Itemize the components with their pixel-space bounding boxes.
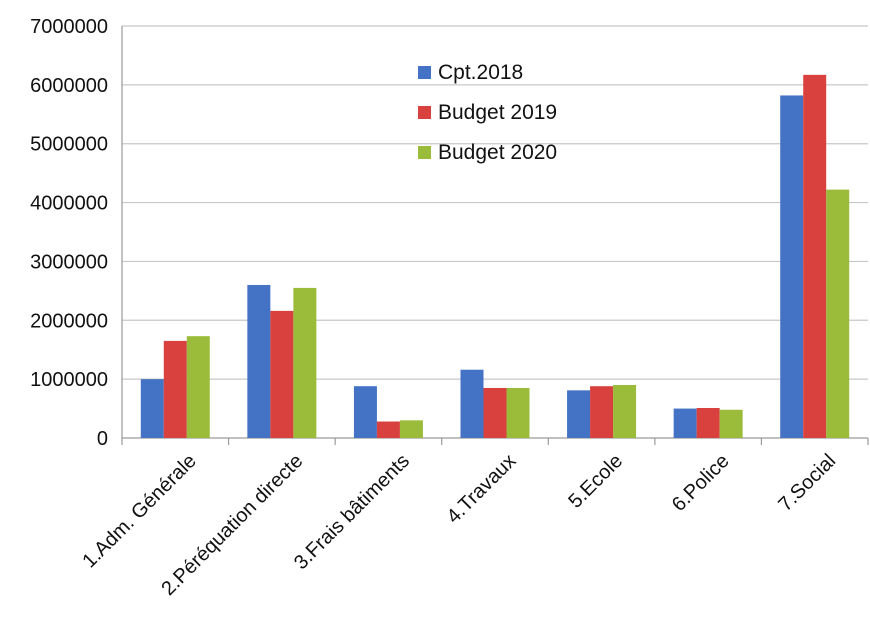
y-tick-label: 3000000 (30, 251, 108, 273)
bar (506, 387, 530, 438)
category-label: 7.Social (774, 450, 840, 516)
bar (826, 189, 850, 438)
y-tick-label: 4000000 (30, 193, 108, 215)
bar (613, 385, 637, 438)
legend: Cpt.2018 Budget 2019 Budget 2020 (418, 61, 557, 164)
bar (696, 407, 720, 438)
category-label: 5.Ecole (564, 450, 627, 513)
category-label: 6.Police (668, 450, 734, 516)
bar (590, 386, 614, 438)
bar (293, 287, 317, 438)
legend-label: Budget 2019 (438, 101, 557, 124)
bar (186, 336, 210, 438)
y-tick-label: 6000000 (30, 75, 108, 97)
bar (483, 387, 507, 438)
bar (247, 284, 271, 438)
bar (163, 340, 187, 438)
bar (399, 420, 423, 438)
bar (376, 421, 400, 438)
legend-label: Cpt.2018 (438, 61, 523, 84)
bar (460, 369, 484, 438)
y-tick-labels: 0 1000000 2000000 3000000 4000000 5000000 6000… (30, 16, 108, 450)
y-tick-label: 2000000 (30, 310, 108, 332)
category-label: 1.Adm. Générale (78, 450, 200, 572)
bar (140, 379, 164, 438)
bar (780, 95, 804, 439)
bars (140, 74, 850, 439)
legend-swatch (418, 146, 431, 159)
y-tick-label: 0 (97, 428, 108, 450)
category-label: 4.Travaux (443, 450, 521, 528)
bar (353, 386, 377, 438)
legend-swatch (418, 106, 431, 119)
bar (803, 74, 827, 438)
bar (270, 310, 294, 438)
bar (719, 409, 743, 438)
category-label: 3.Frais bâtiments (290, 450, 414, 574)
grid-lines (122, 25, 868, 380)
y-tick-label: 1000000 (30, 369, 108, 391)
legend-label: Budget 2020 (438, 141, 557, 164)
axes (121, 26, 869, 445)
y-tick-label: 7000000 (30, 16, 108, 38)
bar (567, 390, 591, 438)
bar (673, 408, 697, 438)
y-tick-label: 5000000 (30, 134, 108, 156)
legend-swatch (418, 66, 431, 79)
